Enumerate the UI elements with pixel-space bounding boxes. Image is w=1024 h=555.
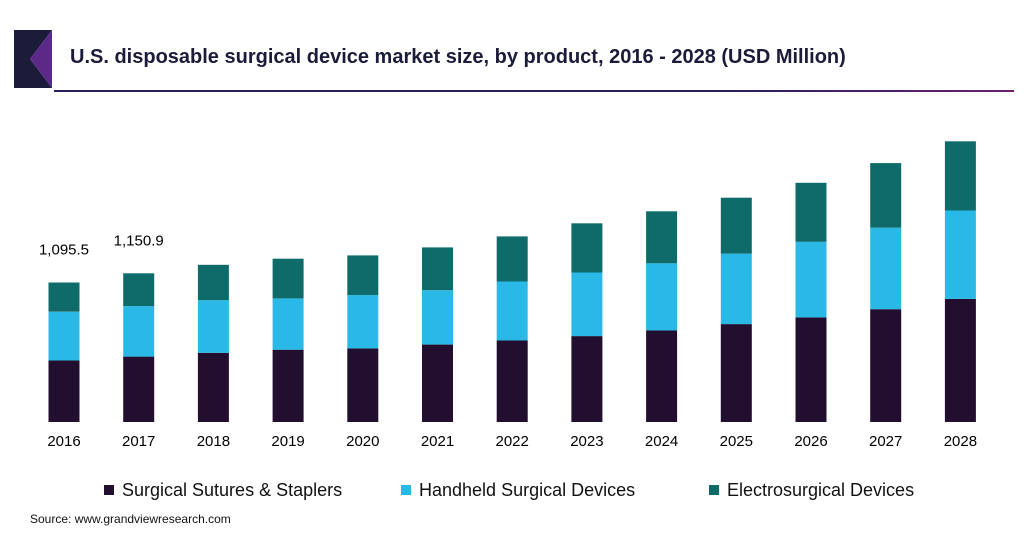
- bar-segment-2022-s0: [496, 340, 528, 422]
- x-tick-label: 2021: [421, 433, 454, 450]
- bar-segment-2023-s0: [571, 336, 603, 422]
- bar-segment-2028-s2: [944, 141, 976, 211]
- legend-swatch: [401, 485, 411, 495]
- bar-segment-2026-s0: [795, 317, 827, 422]
- legend-item: Handheld Surgical Devices: [401, 478, 635, 502]
- chart-title: U.S. disposable surgical device market s…: [70, 46, 846, 68]
- legend-label: Surgical Sutures & Staplers: [122, 479, 343, 500]
- x-tick-label: 2018: [197, 433, 230, 450]
- bar-segment-2024-s1: [646, 263, 678, 331]
- source-note: Source: www.grandviewresearch.com: [30, 512, 231, 526]
- bar-segment-2017-s0: [123, 356, 155, 422]
- bar-segment-2022-s2: [496, 236, 528, 282]
- bar-segment-2025-s2: [720, 197, 752, 254]
- bar-segment-2025-s0: [720, 324, 752, 422]
- x-tick-label: 2019: [271, 433, 304, 450]
- stacked-bar-chart: 2016 2017 2018 2019 2020 2021 2022 2023 2024 2025…: [39, 141, 977, 450]
- x-tick-label: 2026: [794, 433, 827, 450]
- bar-segment-2023-s2: [571, 223, 603, 273]
- bar-segment-2023-s1: [571, 272, 603, 337]
- title-divider: [54, 90, 1014, 92]
- bar-segment-2021-s0: [422, 344, 453, 422]
- bar-segment-2022-s1: [496, 281, 528, 341]
- x-tick-label: 2020: [346, 433, 379, 450]
- bar-segment-2028-s1: [944, 210, 976, 299]
- bar-segment-2016-s2: [48, 282, 80, 312]
- x-tick-label: 2024: [645, 433, 678, 450]
- legend-swatch: [104, 485, 114, 495]
- bar-segment-2024-s2: [646, 211, 678, 264]
- x-tick-label: 2017: [122, 433, 155, 450]
- bar-segment-2021-s2: [422, 247, 453, 291]
- bar-segment-2019-s1: [272, 298, 304, 350]
- bar-segment-2020-s0: [347, 348, 379, 422]
- legend-item: Surgical Sutures & Staplers: [104, 478, 342, 502]
- bar-total-label: 1,150.9: [114, 232, 164, 249]
- bar-segment-2019-s2: [272, 258, 304, 299]
- chart-legend: Surgical Sutures & Staplers Handheld Surg…: [0, 478, 1024, 502]
- bar-segment-2026-s1: [795, 241, 827, 318]
- bar-segment-2021-s1: [422, 290, 453, 345]
- bar-segment-2024-s0: [646, 330, 678, 422]
- bar-segment-2018-s0: [197, 352, 229, 422]
- bar-segment-2020-s1: [347, 295, 379, 349]
- bar-total-label: 1,095.5: [39, 242, 89, 259]
- bar-segment-2019-s0: [272, 349, 304, 422]
- bar-segment-2027-s1: [870, 227, 902, 310]
- legend-swatch: [709, 485, 719, 495]
- bar-segment-2018-s1: [197, 300, 229, 353]
- x-tick-label: 2016: [47, 433, 80, 450]
- brand-logo: [14, 30, 52, 88]
- legend-label: Handheld Surgical Devices: [419, 479, 636, 500]
- bar-segment-2028-s0: [944, 298, 976, 422]
- legend-label: Electrosurgical Devices: [727, 479, 915, 500]
- bar-segment-2026-s2: [795, 182, 827, 242]
- legend-item: Electrosurgical Devices: [709, 478, 914, 502]
- x-tick-label: 2023: [570, 433, 603, 450]
- bar-segment-2027-s0: [870, 309, 902, 422]
- bar-segment-2025-s1: [720, 253, 752, 325]
- bar-segment-2020-s2: [347, 255, 379, 296]
- x-tick-label: 2027: [869, 433, 902, 450]
- bar-segment-2027-s2: [870, 163, 902, 228]
- bar-segment-2016-s0: [48, 360, 80, 422]
- x-tick-label: 2022: [496, 433, 529, 450]
- x-tick-label: 2025: [720, 433, 753, 450]
- x-tick-label: 2028: [944, 433, 977, 450]
- bar-segment-2017-s1: [123, 306, 155, 357]
- bar-segment-2016-s1: [48, 311, 80, 361]
- bar-segment-2018-s2: [197, 264, 229, 301]
- bar-segment-2017-s2: [123, 273, 155, 307]
